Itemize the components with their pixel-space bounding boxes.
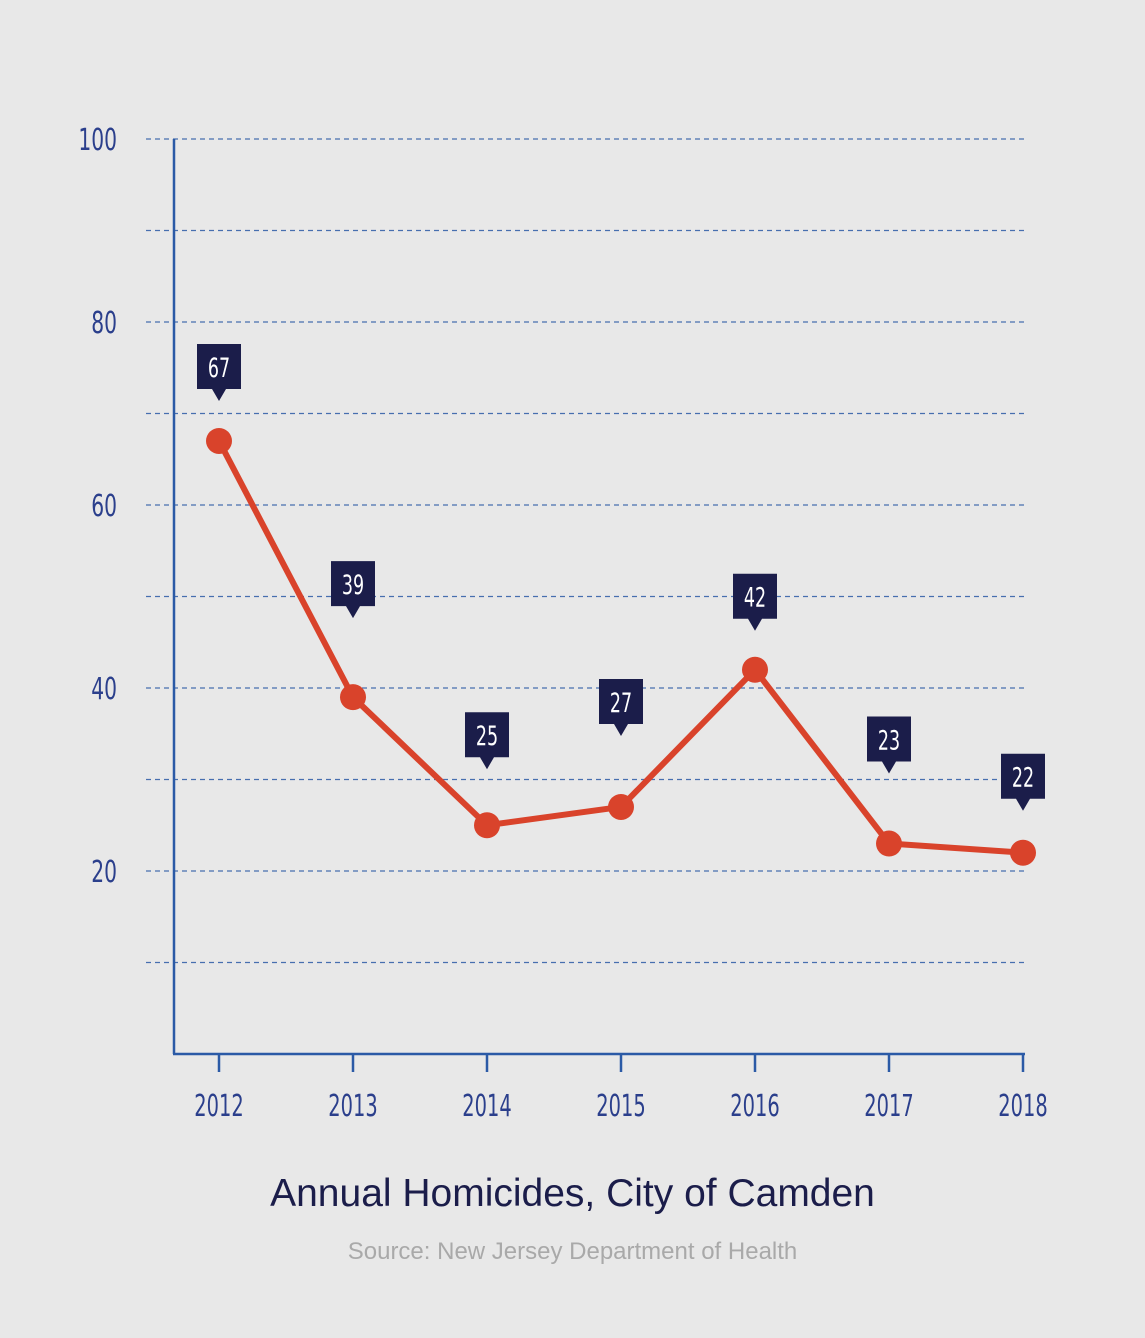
y-tick-label: 40	[91, 672, 117, 707]
data-label: 42	[744, 581, 766, 613]
data-label: 23	[878, 724, 900, 756]
data-point	[608, 793, 634, 820]
data-label-box	[197, 343, 241, 401]
data-label-box	[465, 712, 509, 770]
y-tick-label: 60	[91, 489, 117, 524]
x-tick-label: 2013	[328, 1090, 377, 1124]
data-label-box	[733, 573, 777, 631]
data-label: 27	[610, 687, 632, 719]
chart-title: Annual Homicides, City of Camden	[270, 1172, 875, 1215]
data-point	[340, 684, 366, 711]
data-label: 39	[342, 569, 364, 601]
data-label-box	[867, 716, 911, 774]
data-label-box	[1001, 753, 1045, 811]
data-label-box	[599, 678, 643, 736]
chart-source: Source: New Jersey Department of Health	[347, 1238, 798, 1265]
y-tick-label: 20	[91, 855, 117, 890]
data-point	[876, 830, 902, 857]
data-label: 25	[476, 720, 498, 752]
x-tick-label: 2016	[730, 1090, 779, 1124]
x-tick-label: 2012	[194, 1090, 243, 1124]
y-tick-label: 80	[91, 306, 117, 341]
data-label-box	[331, 561, 375, 619]
x-tick-label: 2014	[462, 1090, 511, 1124]
data-label: 22	[1012, 761, 1034, 793]
x-tick-label: 2018	[998, 1090, 1047, 1124]
series-line	[216, 439, 1024, 856]
x-tick-label: 2015	[596, 1090, 645, 1124]
data-label: 67	[208, 352, 230, 384]
data-point	[206, 427, 232, 454]
y-tick-label: 100	[78, 123, 117, 158]
x-tick-label: 2017	[864, 1090, 913, 1124]
data-point	[1010, 839, 1036, 866]
data-point	[474, 812, 500, 839]
data-point	[742, 656, 768, 683]
